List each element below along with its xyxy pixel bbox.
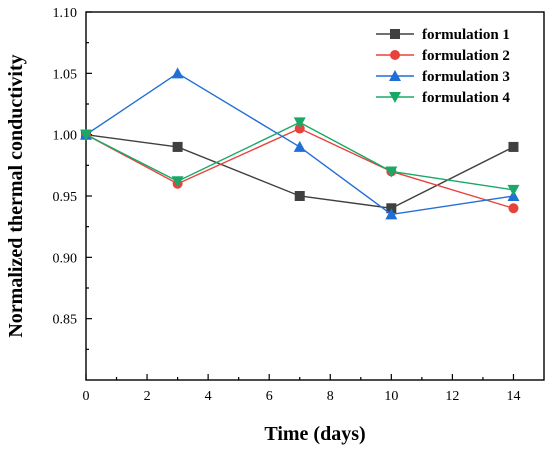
- y-tick-label: 1.05: [53, 67, 78, 82]
- legend-marker: [389, 92, 401, 103]
- y-axis-title: Normalized thermal conductivity: [5, 54, 27, 337]
- data-point: [385, 166, 398, 178]
- series-4: [80, 117, 520, 196]
- data-point: [508, 203, 519, 214]
- data-point: [171, 176, 184, 188]
- data-point: [386, 203, 397, 214]
- x-tick-label: 0: [83, 389, 90, 404]
- data-point: [294, 191, 305, 201]
- x-tick-label: 8: [327, 389, 334, 404]
- data-point: [80, 129, 92, 141]
- data-point: [293, 117, 306, 129]
- x-tick-label: 14: [506, 389, 520, 404]
- legend-marker: [389, 70, 401, 81]
- data-point: [172, 141, 183, 152]
- data-point: [294, 123, 305, 134]
- y-tick-label: 1.10: [53, 6, 78, 21]
- x-tick-label: 2: [144, 389, 151, 404]
- x-tick-label: 10: [384, 389, 398, 404]
- plot-frame: [85, 11, 545, 381]
- y-tick-label: 0.85: [53, 313, 78, 328]
- data-point: [385, 208, 398, 220]
- legend-item: formulation 3: [376, 69, 510, 85]
- y-tick-label: 0.90: [53, 251, 78, 266]
- legend-item: formulation 4: [376, 90, 510, 106]
- y-tick-label: 0.95: [53, 190, 78, 205]
- legend-item: formulation 2: [376, 48, 510, 64]
- plot-area: 0 2 4 6 8 10 12 14 0.85 0.90 0.95 1.00 1.05 1.10: [53, 6, 545, 404]
- legend-marker: [390, 50, 400, 60]
- legend-label: formulation 3: [422, 69, 510, 85]
- x-axis-title: Time (days): [264, 423, 365, 445]
- x-tick-label: 6: [266, 389, 273, 404]
- legend: formulation 1 formulation 2 formulation 3 f…: [376, 27, 510, 106]
- legend-marker: [390, 29, 400, 39]
- legend-item: formulation 1: [376, 27, 510, 43]
- legend-label: formulation 1: [422, 27, 510, 43]
- x-tick-label: 4: [205, 389, 212, 404]
- data-point: [293, 140, 306, 152]
- y-tick-label: 1.00: [53, 129, 78, 144]
- data-point: [171, 67, 184, 79]
- x-tick-label: 12: [445, 389, 459, 404]
- data-point: [508, 141, 519, 152]
- legend-label: formulation 2: [422, 48, 510, 64]
- legend-label: formulation 4: [422, 90, 510, 106]
- data-point: [507, 184, 520, 196]
